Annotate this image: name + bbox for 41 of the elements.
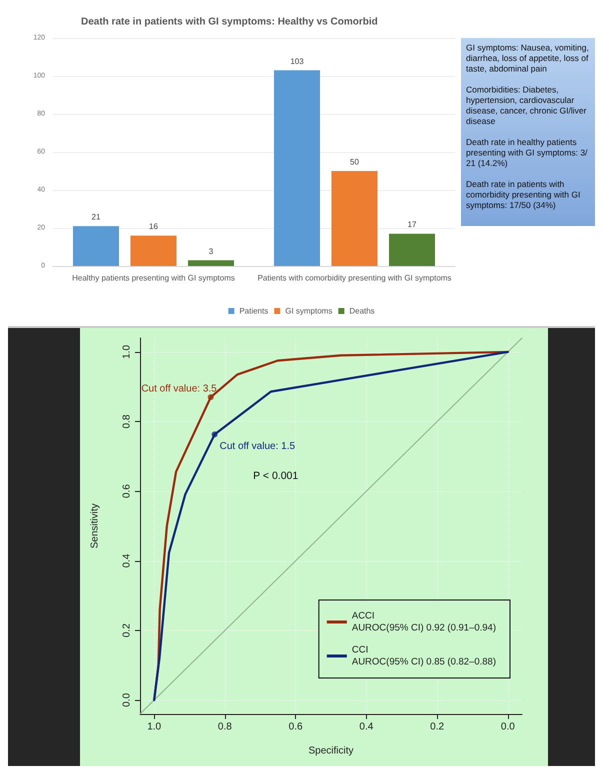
data-label: 103 (290, 56, 304, 66)
y-tick-label: 1.0 (122, 344, 132, 359)
y-tick-label: 0.8 (122, 414, 132, 429)
legend-label: CCI AUROC(95% CI) 0.85 (0.82–0.88) (352, 644, 496, 668)
bar (274, 70, 320, 266)
annotation: Cut off value: 1.5 (220, 440, 296, 452)
bar (188, 260, 234, 266)
y-axis-title: Sensitivity (90, 503, 100, 549)
bar (73, 226, 119, 266)
x-tick-label: 1.0 (147, 722, 162, 732)
x-tick-label: 0.4 (359, 722, 374, 732)
text: Death rate in patients with comorbidity presenting with GI symptoms: 17/50 (34%) (466, 178, 583, 210)
text: GI symptoms: Nausea, vomiting, diarrhea, loss of appetite, loss of taste, abdominal pain (466, 42, 592, 74)
legend-label: Deaths (349, 306, 375, 316)
bar (130, 236, 176, 266)
text: Death rate in healthy patients presenting with GI symptoms: 3/21 (14.2%) (466, 136, 588, 168)
x-tick-label: 0.6 (288, 722, 304, 732)
data-label: 16 (149, 222, 158, 232)
legend-label: ACCI AUROC(95% CI) 0.92 (0.91–0.94) (352, 610, 496, 634)
x-tick-label: 0.0 (500, 722, 516, 732)
y-tick-label: 0.0 (122, 692, 132, 708)
annotation: Cut off value: 3.5 (141, 384, 218, 395)
data-label: 50 (350, 158, 360, 166)
bar (332, 171, 378, 266)
y-tick-label: 0.6 (122, 484, 132, 498)
chart-title: Death rate in patients with GI symptoms: Healthy vs Comorbid (81, 16, 378, 28)
x-tick-label: Healthy patients presenting with GI symptoms (72, 274, 235, 282)
legend-label: Patients (239, 306, 268, 316)
text: Comorbidities: Diabetes, hypertension, cardiovascular disease, cancer, chronic GI/liver disease (466, 84, 589, 126)
data-label: 17 (408, 220, 417, 230)
data-label: 21 (92, 212, 101, 222)
y-tick-label: 0.2 (122, 623, 132, 638)
data-label: 3 (208, 246, 214, 256)
x-axis-title: Specificity (308, 746, 354, 756)
x-tick-label: 0.8 (218, 722, 232, 732)
x-tick-label: 0.2 (430, 722, 444, 732)
x-tick-label: Patients with comorbidity presenting with GI symptoms (258, 274, 452, 282)
annotation: P < 0.001 (253, 470, 298, 482)
y-tick-label: 0.4 (122, 553, 132, 568)
legend-label: GI symptoms (285, 306, 332, 316)
bar (389, 234, 435, 266)
